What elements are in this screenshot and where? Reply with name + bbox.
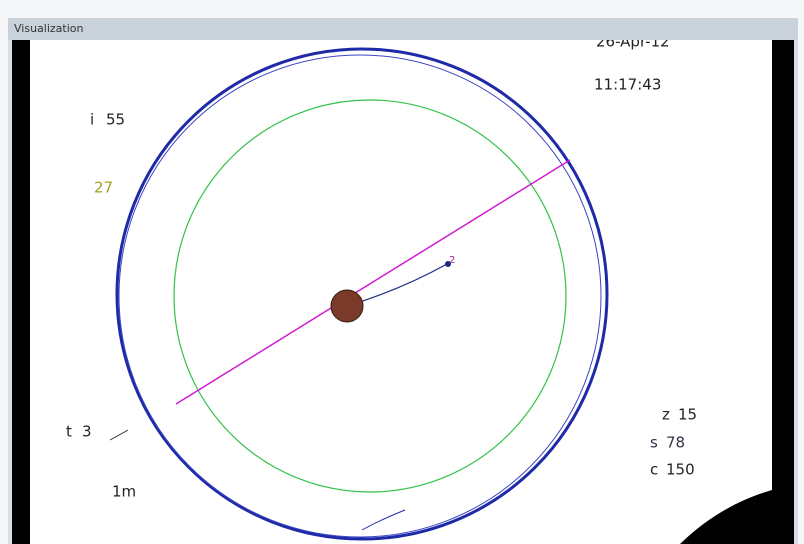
label-value: 150 [666, 461, 695, 479]
marker-label: 2 [449, 255, 455, 266]
label-key: s [650, 434, 658, 452]
label-value: 15 [678, 406, 697, 424]
window: Visualization 2 26-Apr-12 11:17:43 i5527… [0, 0, 804, 544]
label-key: i [90, 111, 94, 129]
title-bar [8, 18, 798, 40]
label-value: 55 [106, 111, 125, 129]
label-key: 27 [94, 179, 113, 197]
body [331, 290, 363, 322]
label-key: c [650, 461, 658, 479]
label-key: t [66, 423, 72, 441]
label-key: 1m [112, 483, 136, 501]
time: 11:17:43 [594, 76, 661, 94]
page: {"window": {"title": "Visualization"}, "… [0, 0, 804, 544]
label-value: 78 [666, 434, 685, 452]
label-key: z [662, 406, 670, 424]
label-value: 3 [82, 423, 92, 441]
window-title: Visualization [14, 22, 84, 35]
viewport [30, 40, 772, 544]
